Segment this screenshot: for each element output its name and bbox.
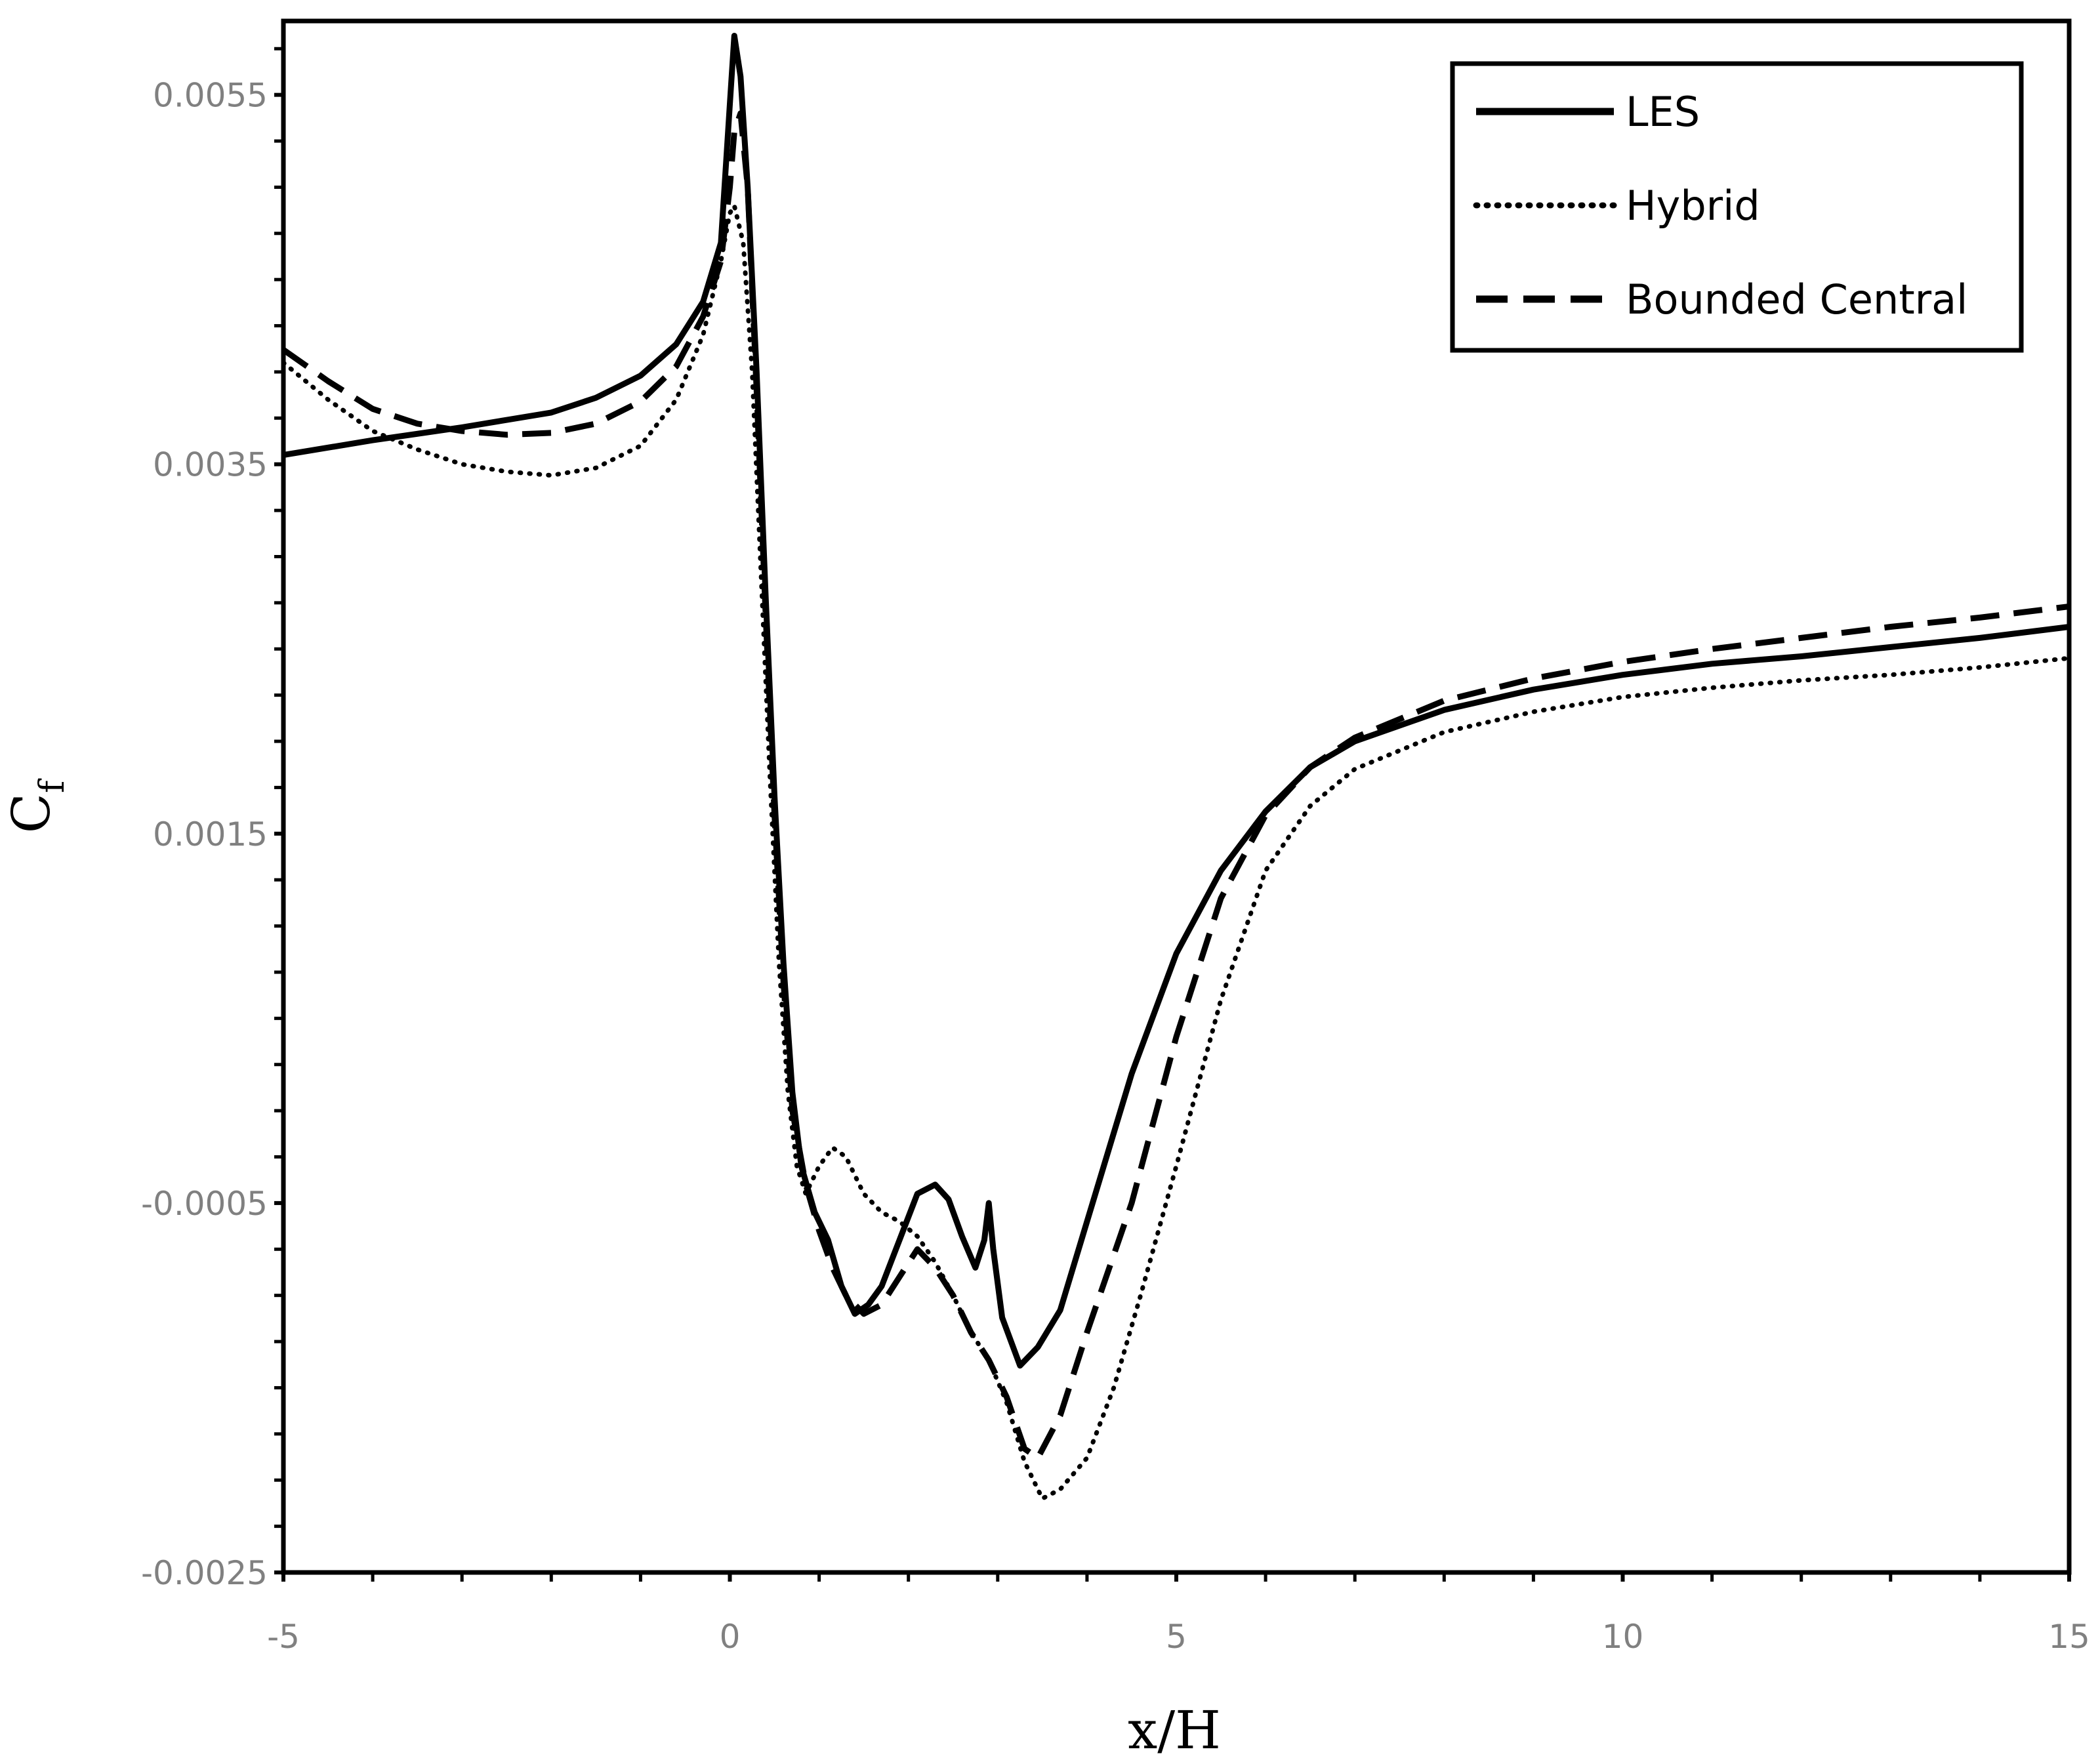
y-axis-tick-labels: -0.0025 -0.0005 0.0015 0.0035 0.0055 xyxy=(141,77,268,1592)
y-tick-label: 0.0035 xyxy=(153,446,268,484)
y-axis-title: Cf xyxy=(1,778,72,833)
x-tick-label: 5 xyxy=(1166,1618,1187,1656)
x-axis-ticks xyxy=(281,1572,2071,1582)
x-tick-label: 10 xyxy=(1602,1618,1644,1656)
x-axis-tick-labels: -5 0 5 10 15 xyxy=(267,1618,2090,1656)
x-tick-label: 0 xyxy=(720,1618,741,1656)
y-tick-label: -0.0005 xyxy=(141,1185,268,1223)
series-layer xyxy=(281,33,2072,1501)
legend-label-bounded-central: Bounded Central xyxy=(1626,276,1967,323)
y-axis-ticks xyxy=(274,47,283,1574)
y-axis-title-main: C xyxy=(1,793,62,833)
x-tick-label: -5 xyxy=(267,1618,300,1656)
y-tick-label: 0.0015 xyxy=(153,815,268,853)
y-tick-label: 0.0055 xyxy=(153,77,268,115)
series-line-bounded-central xyxy=(281,110,2070,1461)
series-line-hybrid xyxy=(281,203,2072,1501)
y-tick-label: -0.0025 xyxy=(141,1554,268,1592)
x-axis-title: x/H xyxy=(1128,1700,1221,1761)
legend: LES Hybrid Bounded Central xyxy=(1450,61,2024,353)
legend-label-hybrid: Hybrid xyxy=(1626,182,1760,230)
x-tick-label: 15 xyxy=(2048,1618,2090,1656)
y-axis-title-subscript: f xyxy=(33,778,72,793)
legend-label-les: LES xyxy=(1626,88,1700,136)
